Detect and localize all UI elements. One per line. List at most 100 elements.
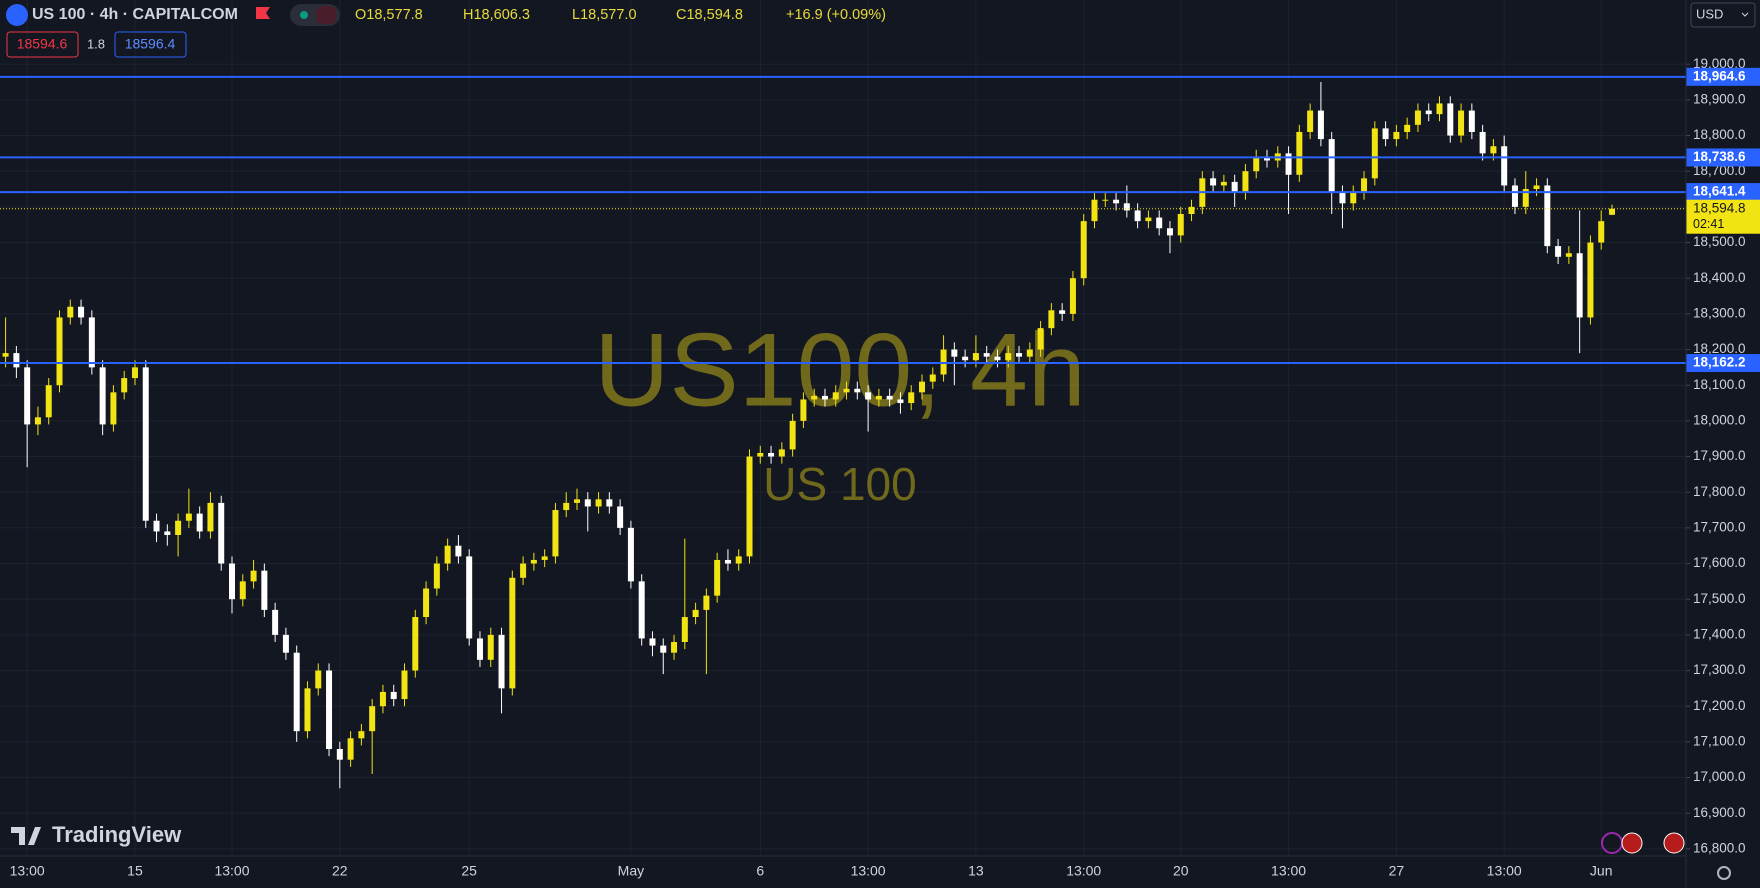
candle-body [196,513,203,532]
candle-body [88,317,95,368]
candle-body [681,617,688,642]
last-price-tag [1686,199,1760,234]
countdown: 02:41 [1693,217,1724,231]
y-tick-label: 17,400.0 [1693,626,1746,641]
candle-body [13,353,20,368]
ohlc-value: O18,577.8 [355,7,423,23]
x-tick-label: 13:00 [851,863,886,879]
candle-body [886,395,893,400]
candle-body [121,378,128,393]
ohlc-value: C18,594.8 [676,7,743,23]
y-tick-label: 18,000.0 [1693,412,1746,427]
candle-body [649,638,656,646]
candle-body [832,392,839,400]
y-tick-label: 18,500.0 [1693,234,1746,249]
candle-body [455,545,462,557]
buy-price[interactable]: 18596.4 [125,36,176,52]
candle-body [1479,131,1486,154]
ohlc-legend: O18,577.8 H18,606.3 L18,577.0 C18,594.8 +16.… [355,7,886,23]
candle-body [1037,328,1044,350]
price-tag [1686,67,1760,86]
candles [2,82,1615,789]
event-icon[interactable] [1621,832,1643,854]
x-tick-label: 25 [461,863,477,879]
candle-body [444,545,451,564]
y-tick-label: 17,700.0 [1693,519,1746,534]
candle-body [34,417,41,425]
candle-body [207,502,214,532]
candle-body [498,634,505,689]
buy-button[interactable] [114,31,187,58]
y-tick-label: 17,900.0 [1693,448,1746,463]
candle-body [530,559,537,564]
candle-body [67,306,74,318]
candle-body [164,531,171,535]
y-tick-label: 16,800.0 [1693,840,1746,855]
candle-body [821,395,828,400]
candle-body [229,563,236,600]
grid [0,0,1686,856]
candle-body [983,353,990,357]
candle-body [1598,221,1605,243]
x-tick-label: 22 [332,863,348,879]
price-tag [1686,148,1760,167]
y-tick-label: 16,900.0 [1693,805,1746,820]
x-tick-label: 13:00 [1271,863,1306,879]
candle-body [865,392,872,400]
candle-body [347,738,354,760]
x-tick-label: May [618,863,644,879]
brand[interactable]: TradingView [52,822,182,847]
candle-body [185,513,192,521]
candle-body [703,595,710,610]
candle-body [1242,171,1249,193]
candle-body [1533,185,1540,190]
y-tick-label: 17,100.0 [1693,733,1746,748]
candle-body [369,706,376,732]
candle-body [358,731,365,739]
x-tick-label: 15 [127,863,143,879]
candle-body [1468,110,1475,132]
brand-logo[interactable] [11,827,41,845]
y-tick-label: 18,400.0 [1693,270,1746,285]
x-tick-label: Jun [1590,863,1613,879]
candle-body [56,317,63,386]
candle-body [574,499,581,503]
settings-icon[interactable] [1717,866,1731,880]
sell-button[interactable] [6,31,79,58]
candle-body [595,499,602,507]
candle-body [1382,128,1389,140]
candle-body [735,556,742,564]
symbol-logo[interactable] [6,4,28,26]
event-icon[interactable] [1663,832,1685,854]
candle-body [660,645,667,653]
y-tick-label: 18,700.0 [1693,163,1746,178]
candle-body [627,527,634,582]
candle-body [1166,228,1173,236]
price-tag [1686,354,1760,373]
candle-body [1285,153,1292,175]
candle-body [2,353,9,357]
candle-body [476,638,483,660]
watermark-subtitle: US 100 [763,458,916,510]
candle-body [671,642,678,653]
ohlc-value: H18,606.3 [463,7,530,23]
flag-icon[interactable] [256,7,270,19]
candle-body [1436,103,1443,115]
sell-price[interactable]: 18594.6 [17,36,68,52]
candle-body [487,634,494,660]
currency[interactable]: USD [1696,6,1723,21]
candle-body [1328,139,1335,193]
x-tick-label: 6 [756,863,764,879]
market-open-dot [300,11,308,19]
candle-body [509,577,516,689]
candle-body [1565,253,1572,257]
candle-body [541,556,548,560]
symbol-title[interactable]: US 100 · 4h · CAPITALCOM [32,6,238,23]
y-tick-label: 17,300.0 [1693,662,1746,677]
candle-body [951,349,958,357]
currency-dropdown[interactable] [1690,2,1756,28]
candle-body [778,449,785,457]
candle-body [1102,199,1109,201]
candle-body [315,670,322,689]
